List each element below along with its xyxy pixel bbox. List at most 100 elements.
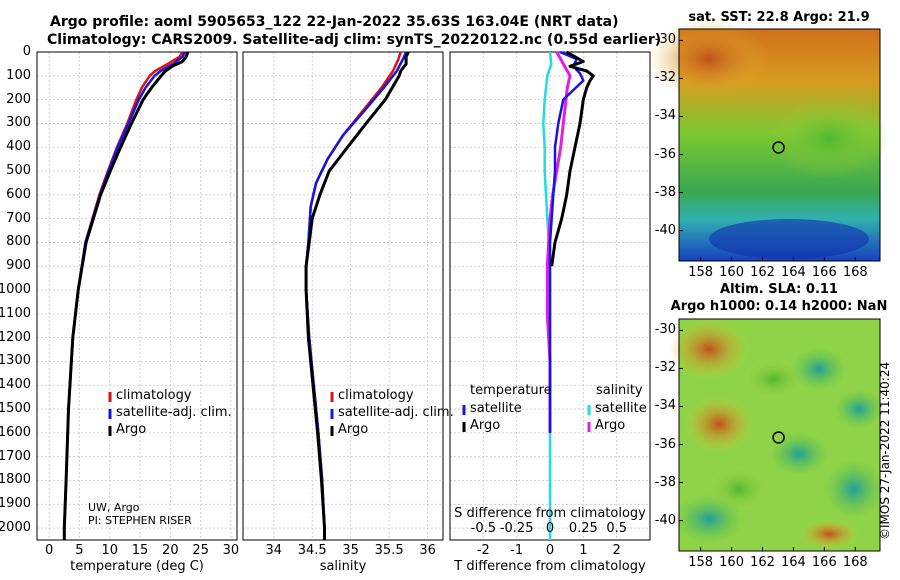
map-y-tick-label: -36 bbox=[654, 436, 676, 452]
axes-frame bbox=[36, 51, 238, 541]
x-tick-label: 15 bbox=[131, 543, 149, 558]
legend-label: Argo bbox=[116, 422, 147, 437]
sst-map-title: sat. SST: 22.8 Argo: 21.9 bbox=[688, 10, 870, 25]
x-tick-label: 0 bbox=[545, 543, 555, 558]
map-y-tick-label: -38 bbox=[654, 474, 676, 490]
map-y-tick-label: -32 bbox=[654, 70, 676, 86]
x-axis-label: salinity bbox=[319, 559, 367, 574]
map-x-tick-label: 168 bbox=[842, 555, 868, 570]
map-y-tick-label: -30 bbox=[654, 322, 676, 338]
y-tick-label: 1100 bbox=[0, 305, 31, 321]
map-y-tick-label: -34 bbox=[654, 398, 676, 414]
sla-anomaly-blob bbox=[834, 389, 884, 429]
legend-label: climatology bbox=[116, 388, 192, 403]
y-tick-label: 800 bbox=[6, 234, 31, 250]
y-tick-label: 100 bbox=[6, 67, 31, 83]
argo-float-marker bbox=[772, 141, 785, 154]
x2-tick-label: 0.5 bbox=[606, 521, 627, 536]
sla-anomaly-blob bbox=[674, 494, 744, 544]
x-tick-label: 0 bbox=[44, 543, 54, 558]
x-tick-label: 1 bbox=[579, 543, 588, 558]
x-tick-label: 2 bbox=[612, 543, 621, 558]
x-tick-label: 34 bbox=[265, 543, 283, 558]
map-y-tick-label: -40 bbox=[654, 512, 676, 528]
map-x-tick-label: 162 bbox=[750, 265, 775, 280]
legend-label: satellite-adj. clim. bbox=[338, 405, 454, 420]
x-tick-label: 35 bbox=[342, 543, 359, 558]
figure-title-line1: Argo profile: aoml 5905653_122 22-Jan-20… bbox=[50, 14, 619, 30]
axes-frame bbox=[242, 51, 444, 541]
map-y-tick-label: -38 bbox=[654, 184, 676, 200]
series-line-climatology bbox=[63, 51, 184, 540]
x-tick-label: 20 bbox=[162, 543, 179, 558]
sla-anomaly-blob bbox=[824, 459, 884, 519]
legend-label: Argo bbox=[470, 418, 501, 433]
sla-map-title2: Argo h1000: 0.14 h2000: NaN bbox=[670, 299, 888, 314]
y-tick-label: 500 bbox=[6, 163, 31, 179]
sst-green-patch bbox=[769, 99, 889, 179]
sst-warm-patch bbox=[649, 19, 769, 99]
y-tick-label: 300 bbox=[6, 115, 31, 131]
sla-anomaly-blob bbox=[669, 319, 749, 379]
y-tick-label: 900 bbox=[6, 258, 31, 274]
map-y-tick-label: -30 bbox=[654, 32, 676, 48]
y-tick-label: 1300 bbox=[0, 353, 31, 369]
y-tick-label: 1500 bbox=[0, 401, 31, 417]
x-tick-label: 30 bbox=[222, 543, 240, 558]
sla-map-title: Altim. SLA: 0.11 bbox=[720, 282, 838, 297]
y-tick-label: 0 bbox=[22, 44, 31, 59]
credit-line2: PI: STEPHEN RISER bbox=[88, 514, 192, 527]
sla-anomaly-blob bbox=[769, 432, 829, 476]
map-y-tick-label: -32 bbox=[654, 360, 676, 376]
map-x-tick-label: 160 bbox=[719, 555, 744, 570]
x-tick-label: -2 bbox=[476, 543, 490, 558]
legend-title-temperature: temperature bbox=[470, 383, 552, 398]
map-x-tick-label: 164 bbox=[780, 265, 806, 280]
sla-anomaly-blob bbox=[744, 359, 804, 399]
x-tick-label: 35.5 bbox=[374, 543, 404, 558]
x-tick-label: 34.5 bbox=[297, 543, 327, 558]
x2-tick-label: 0 bbox=[545, 521, 555, 536]
x-tick-label: -1 bbox=[510, 543, 524, 558]
series-line-argo bbox=[304, 51, 410, 540]
x-tick-label: 10 bbox=[101, 543, 118, 558]
x-tick-label: 25 bbox=[192, 543, 209, 558]
legend-label: satellite-adj. clim. bbox=[116, 405, 232, 420]
legend-title-salinity: salinity bbox=[596, 383, 643, 398]
x2-tick-label: -0.25 bbox=[499, 521, 534, 536]
y-tick-label: 700 bbox=[6, 210, 31, 226]
argo-float-marker bbox=[772, 431, 785, 444]
y-tick-label: 1400 bbox=[0, 377, 31, 393]
map-x-tick-label: 158 bbox=[688, 265, 714, 280]
x2-axis-label: S difference from climatology bbox=[454, 506, 646, 521]
map-x-tick-label: 158 bbox=[688, 555, 714, 570]
legend-label: satellite bbox=[595, 401, 647, 416]
series-line-satellite-adj-clim- bbox=[63, 51, 187, 540]
series-line-t-argo bbox=[550, 50, 595, 267]
y-tick-label: 1700 bbox=[0, 448, 31, 464]
series-line-t-satellite bbox=[548, 50, 585, 433]
map-x-tick-label: 160 bbox=[719, 265, 744, 280]
map-y-tick-label: -40 bbox=[654, 222, 676, 238]
map-x-tick-label: 168 bbox=[842, 265, 868, 280]
imos-watermark: ©IMOS 27-Jan-2022 11:40:24 bbox=[878, 361, 892, 540]
figure-title-line2: Climatology: CARS2009. Satellite-adj cli… bbox=[47, 32, 662, 48]
map-frame bbox=[678, 28, 881, 262]
credit-line1: UW, Argo bbox=[88, 501, 140, 514]
legend-label: Argo bbox=[338, 422, 369, 437]
map-frame bbox=[678, 318, 881, 552]
sla-anomaly-blob bbox=[684, 396, 754, 452]
sst-cold-patch bbox=[709, 219, 869, 259]
map-sla bbox=[669, 318, 884, 552]
sla-anomaly-blob bbox=[791, 347, 847, 391]
y-tick-label: 200 bbox=[6, 91, 31, 107]
x-axis-label: T difference from climatology bbox=[454, 559, 646, 574]
y-tick-label: 400 bbox=[6, 139, 31, 155]
map-x-tick-label: 166 bbox=[811, 265, 837, 280]
series-line-argo bbox=[62, 51, 190, 540]
map-y-tick-label: -34 bbox=[654, 108, 676, 124]
y-tick-label: 1600 bbox=[0, 424, 31, 440]
x-tick-label: 36 bbox=[419, 543, 436, 558]
x-tick-label: 5 bbox=[75, 543, 84, 558]
